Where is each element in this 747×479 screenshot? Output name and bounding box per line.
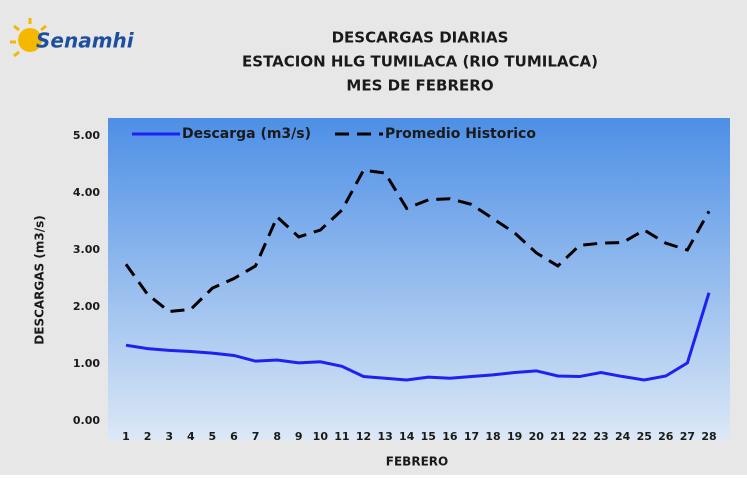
x-axis-label: FEBRERO — [386, 455, 448, 469]
y-tick-label: 5.00 — [73, 129, 100, 142]
x-tick-label: 18 — [485, 430, 500, 443]
legend-label: Promedio Historico — [385, 126, 536, 142]
x-tick-label: 14 — [399, 430, 415, 443]
logo: Senamhi — [10, 18, 135, 58]
x-tick-label: 1 — [122, 430, 130, 443]
x-tick-label: 25 — [637, 430, 652, 443]
x-tick-label: 26 — [658, 430, 674, 443]
x-tick-label: 17 — [464, 430, 479, 443]
x-tick-label: 15 — [421, 430, 436, 443]
plot-area — [108, 118, 730, 440]
x-tick-label: 3 — [165, 430, 173, 443]
x-tick-label: 9 — [295, 430, 303, 443]
x-tick-label: 28 — [701, 430, 716, 443]
x-tick-label: 7 — [252, 430, 260, 443]
x-tick-label: 23 — [593, 430, 608, 443]
logo-text: Senamhi — [36, 29, 135, 53]
line-series — [124, 168, 711, 314]
chart-title: ESTACION HLG TUMILACA (RIO TUMILACA) — [242, 53, 598, 71]
x-tick-label: 27 — [680, 430, 695, 443]
y-axis-label: DESCARGAS (m3/s) — [33, 215, 47, 344]
x-tick-label: 2 — [144, 430, 152, 443]
x-tick-label: 12 — [356, 430, 371, 443]
x-tick-label: 16 — [442, 430, 458, 443]
x-tick-label: 11 — [334, 430, 349, 443]
x-tick-label: 22 — [572, 430, 587, 443]
chart-title: DESCARGAS DIARIAS — [332, 29, 509, 47]
x-tick-label: 20 — [529, 430, 545, 443]
y-tick-label: 3.00 — [73, 243, 100, 256]
x-tick-label: 19 — [507, 430, 522, 443]
x-tick-label: 4 — [187, 430, 195, 443]
y-tick-label: 0.00 — [73, 414, 100, 427]
x-tick-label: 21 — [550, 430, 565, 443]
x-tick-label: 13 — [377, 430, 392, 443]
line-series — [125, 292, 711, 382]
x-tick-label: 10 — [313, 430, 329, 443]
x-tick-label: 8 — [273, 430, 281, 443]
y-tick-label: 2.00 — [73, 300, 100, 313]
legend-label: Descarga (m3/s) — [182, 126, 311, 142]
y-tick-label: 1.00 — [73, 357, 100, 370]
x-tick-label: 6 — [230, 430, 238, 443]
x-tick-label: 5 — [209, 430, 217, 443]
y-tick-label: 4.00 — [73, 186, 100, 199]
chart-title: MES DE FEBRERO — [346, 77, 493, 95]
x-tick-label: 24 — [615, 430, 631, 443]
